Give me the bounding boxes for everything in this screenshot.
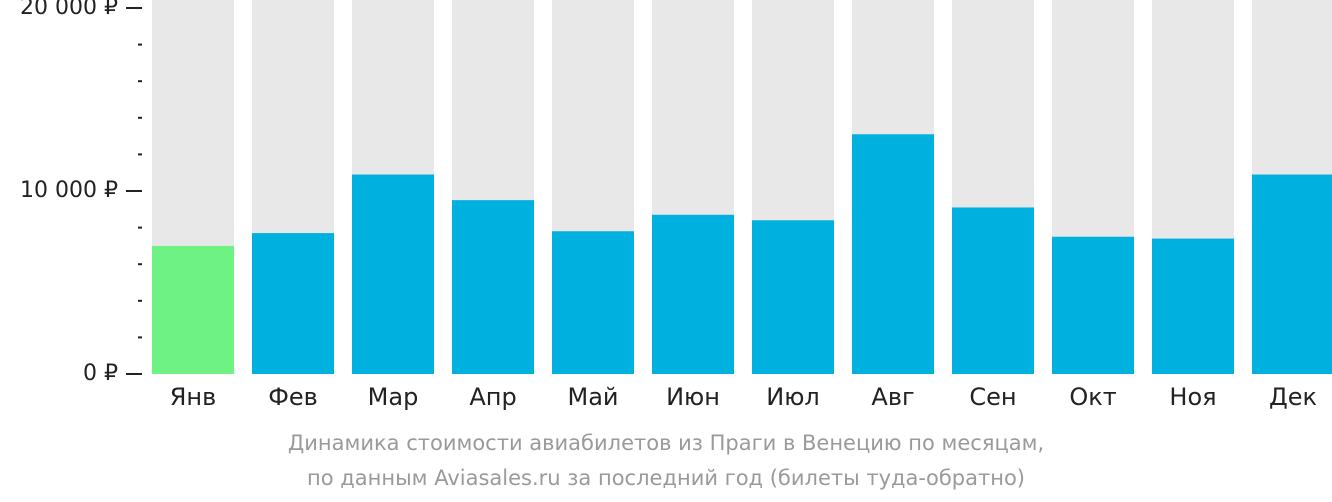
x-tick-label: Мар xyxy=(368,383,419,411)
x-tick-label: Авг xyxy=(871,383,914,411)
bar xyxy=(1252,174,1332,374)
y-tick-label: 10 000 ₽ xyxy=(20,178,118,203)
y-tick-label: 20 000 ₽ xyxy=(20,0,118,20)
caption-line-1: Динамика стоимости авиабилетов из Праги … xyxy=(287,431,1045,455)
x-tick-label: Июл xyxy=(766,383,820,411)
x-tick-label: Дек xyxy=(1269,383,1317,411)
chart-caption: Динамика стоимости авиабилетов из Праги … xyxy=(0,426,1332,496)
bar xyxy=(752,220,834,374)
x-tick-label: Окт xyxy=(1069,383,1116,411)
x-tick-label: Фев xyxy=(268,383,318,411)
bar xyxy=(952,207,1034,374)
y-tick-label: 0 ₽ xyxy=(83,361,118,386)
x-tick-label: Апр xyxy=(469,383,516,411)
x-tick-label: Май xyxy=(567,383,618,411)
x-tick-label: Июн xyxy=(666,383,720,411)
bar xyxy=(1152,238,1234,374)
x-tick-label: Сен xyxy=(969,383,1016,411)
x-tick-label: Ноя xyxy=(1169,383,1216,411)
bar xyxy=(452,200,534,374)
bar-cheapest xyxy=(152,245,234,374)
bar xyxy=(652,214,734,374)
bar xyxy=(1052,236,1134,374)
bar xyxy=(252,233,334,374)
bar xyxy=(552,231,634,374)
bar xyxy=(852,134,934,374)
caption-line-2: по данным Aviasales.ru за последний год … xyxy=(307,466,1025,490)
bar xyxy=(352,174,434,374)
x-tick-label: Янв xyxy=(170,383,217,411)
